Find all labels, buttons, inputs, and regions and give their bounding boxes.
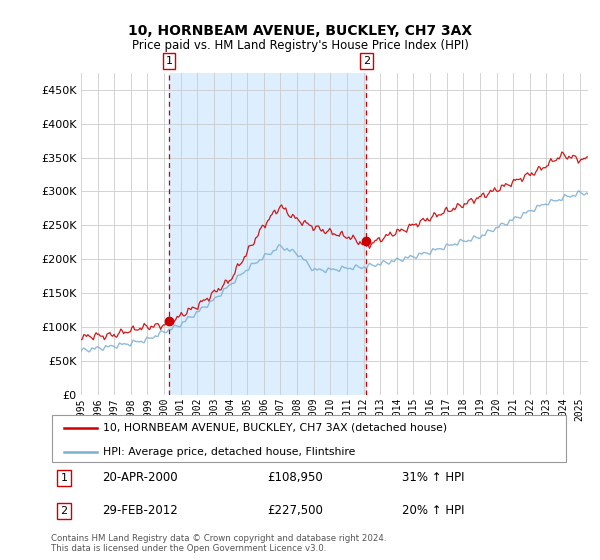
Text: Price paid vs. HM Land Registry's House Price Index (HPI): Price paid vs. HM Land Registry's House … bbox=[131, 39, 469, 52]
Text: 20% ↑ HPI: 20% ↑ HPI bbox=[402, 504, 464, 517]
FancyBboxPatch shape bbox=[52, 415, 566, 461]
Text: 2: 2 bbox=[61, 506, 67, 516]
Text: HPI: Average price, detached house, Flintshire: HPI: Average price, detached house, Flin… bbox=[103, 446, 355, 456]
Text: 29-FEB-2012: 29-FEB-2012 bbox=[103, 504, 178, 517]
Text: 31% ↑ HPI: 31% ↑ HPI bbox=[402, 471, 464, 484]
Text: £227,500: £227,500 bbox=[268, 504, 323, 517]
Text: 1: 1 bbox=[166, 56, 173, 66]
Text: 10, HORNBEAM AVENUE, BUCKLEY, CH7 3AX: 10, HORNBEAM AVENUE, BUCKLEY, CH7 3AX bbox=[128, 24, 472, 38]
Text: 1: 1 bbox=[61, 473, 67, 483]
Text: 10, HORNBEAM AVENUE, BUCKLEY, CH7 3AX (detached house): 10, HORNBEAM AVENUE, BUCKLEY, CH7 3AX (d… bbox=[103, 423, 447, 433]
Text: Contains HM Land Registry data © Crown copyright and database right 2024.
This d: Contains HM Land Registry data © Crown c… bbox=[51, 534, 386, 553]
Text: 2: 2 bbox=[363, 56, 370, 66]
Text: 20-APR-2000: 20-APR-2000 bbox=[103, 471, 178, 484]
Bar bbox=[169, 73, 367, 395]
Text: £108,950: £108,950 bbox=[268, 471, 323, 484]
